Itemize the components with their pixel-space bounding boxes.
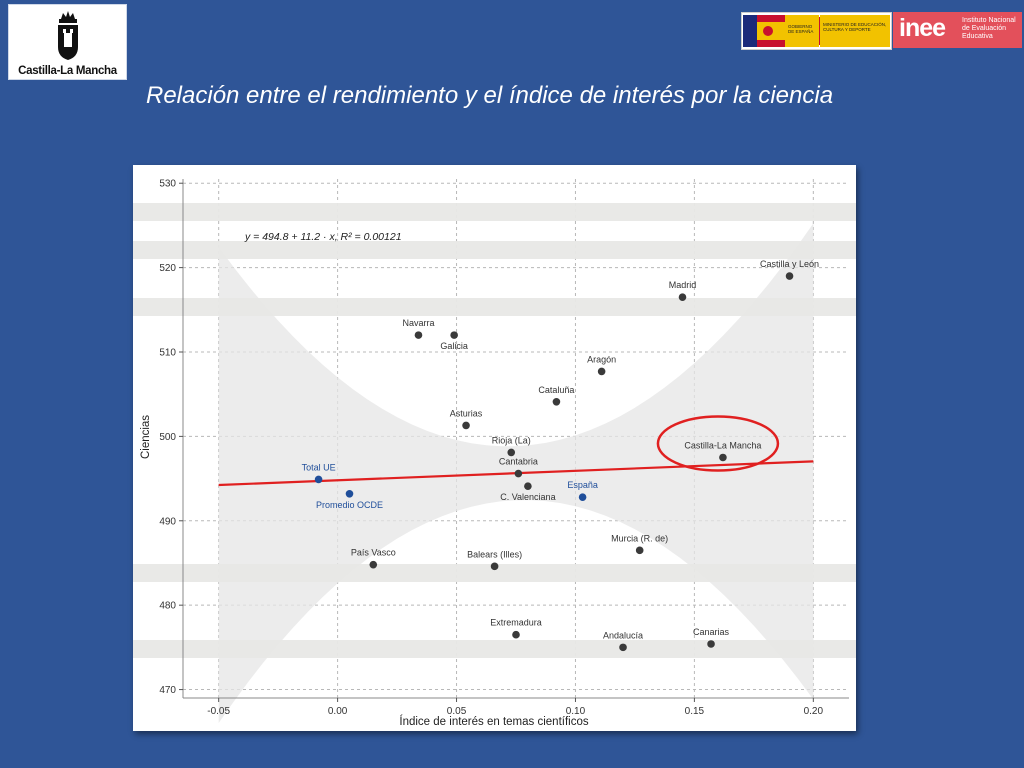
highlight-circle <box>656 415 780 472</box>
x-tick-label: 0.00 <box>328 706 348 717</box>
axes: 470 480 490 500 510 520 530 -0.05 0.00 0.05 0.10 0.… <box>159 179 849 717</box>
data-points <box>314 272 794 652</box>
point-label: País Vasco <box>351 548 396 558</box>
grey-strip <box>133 203 856 221</box>
data-point <box>719 453 727 462</box>
point-label: Castilla-La Mancha <box>684 440 761 450</box>
chart-container: Castilla y León Madrid Navarra Galicia Aragó… <box>133 165 856 731</box>
data-point <box>450 331 458 339</box>
inee-logo-line-2: de Evaluación <box>962 25 1006 32</box>
data-point <box>490 562 499 571</box>
data-point <box>507 448 516 457</box>
point-label: Extremadura <box>490 618 542 628</box>
point-label: Rioja (La) <box>492 435 531 445</box>
y-tick-label: 490 <box>159 516 176 527</box>
data-point <box>635 546 644 555</box>
x-tick-label: -0.05 <box>207 706 230 717</box>
government-label: GOBIERNO DE ESPAÑA <box>788 24 814 34</box>
point-label: Madrid <box>669 280 697 290</box>
point-label: Galicia <box>440 341 468 351</box>
point-label: Cantabria <box>499 457 538 467</box>
y-tick-label: 510 <box>159 348 176 359</box>
spain-flag-icon <box>743 15 890 47</box>
y-tick-label: 520 <box>159 263 176 274</box>
point-label: Murcia (R. de) <box>611 533 668 543</box>
y-axis-label: Ciencias <box>140 415 152 459</box>
grey-strip <box>133 564 856 582</box>
grey-strip <box>133 298 856 316</box>
ministry-label: MINISTERIO DE EDUCACIÓN, CULTURA Y DEPOR… <box>823 22 887 32</box>
point-label: Canarias <box>693 627 730 637</box>
point-label: Navarra <box>402 318 434 328</box>
point-label: Castilla y León <box>760 259 819 269</box>
x-tick-label: 0.20 <box>804 706 824 717</box>
point-label: Cataluña <box>538 385 574 395</box>
data-point <box>524 482 532 490</box>
x-axis-label: Índice de interés en temas científicos <box>399 715 588 728</box>
data-point <box>578 493 587 501</box>
x-tick-label: 0.15 <box>685 706 705 717</box>
y-tick-label: 500 <box>159 432 176 443</box>
x-tick-label: 0.05 <box>447 706 467 717</box>
data-point <box>414 331 423 339</box>
data-point <box>707 640 715 648</box>
inee-logo-text: Instituto Nacional de Evaluación Educati… <box>962 17 1020 41</box>
data-point <box>619 643 627 652</box>
y-tick-label: 470 <box>159 685 176 696</box>
point-labels: Castilla y León Madrid Navarra Galicia Aragó… <box>302 259 819 640</box>
point-label: España <box>567 480 598 490</box>
data-point <box>462 421 470 430</box>
y-tick-label: 480 <box>159 601 176 612</box>
rendering-artifact-strips <box>133 203 856 658</box>
castilla-la-mancha-logo-text: Castilla-La Mancha <box>18 65 117 77</box>
ministry-logo: GOBIERNO DE ESPAÑA MINISTERIO DE EDUCACI… <box>741 12 892 50</box>
point-label: C. Valenciana <box>500 492 555 502</box>
inee-logo-line-1: Instituto Nacional <box>962 17 1016 24</box>
point-label: Balears (Illes) <box>467 549 522 559</box>
data-point <box>512 630 520 639</box>
data-point <box>514 469 523 478</box>
regression-equation: y = 494.8 + 11.2 · x, R² = 0.00121 <box>244 231 402 243</box>
point-label: Andalucía <box>603 630 643 640</box>
scatter-chart: Castilla y León Madrid Navarra Galicia Aragó… <box>133 165 856 731</box>
data-point <box>314 475 323 484</box>
point-label: Aragón <box>587 354 616 364</box>
data-point <box>785 272 794 280</box>
inee-logo-line-3: Educativa <box>962 33 993 40</box>
grey-strip <box>133 241 856 259</box>
data-point <box>345 489 354 498</box>
y-tick-label: 530 <box>159 179 176 190</box>
slide-title: Relación entre el rendimiento y el índic… <box>146 82 834 109</box>
point-label: Asturias <box>450 408 483 418</box>
x-tick-label: 0.10 <box>566 706 586 717</box>
data-point <box>552 397 561 406</box>
data-point <box>597 367 606 376</box>
crest-icon <box>58 11 78 60</box>
inee-logo: inee Instituto Nacional de Evaluación Ed… <box>893 12 1022 48</box>
point-label: Total UE <box>302 462 336 472</box>
data-point <box>678 293 687 301</box>
point-label: Promedio OCDE <box>316 500 383 510</box>
data-point <box>369 560 378 569</box>
grey-strip <box>133 640 856 658</box>
inee-logo-letters: inee <box>899 14 946 42</box>
castilla-la-mancha-logo: Castilla-La Mancha <box>8 4 127 80</box>
